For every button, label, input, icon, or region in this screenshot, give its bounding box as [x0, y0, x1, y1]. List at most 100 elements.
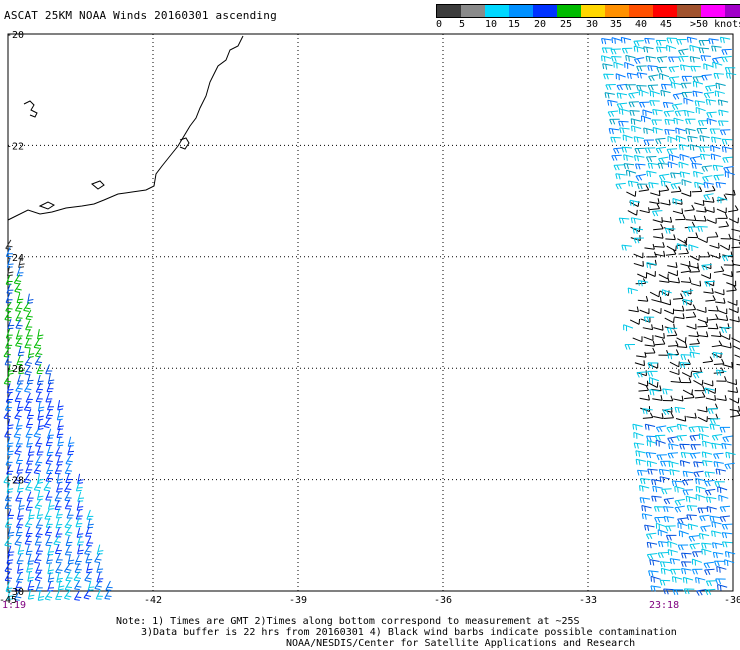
- wind-barb: [666, 44, 677, 52]
- wind-barb: [702, 440, 713, 448]
- legend-swatch: [629, 5, 653, 17]
- legend-swatch: [485, 5, 509, 17]
- wind-barb: [670, 377, 682, 383]
- wind-barb: [610, 48, 621, 55]
- longitude-label: -36: [434, 595, 452, 606]
- wind-barb: [16, 554, 24, 565]
- wind-barb: [650, 585, 661, 592]
- wind-barb: [721, 541, 733, 548]
- wind-barb: [697, 321, 708, 328]
- wind-barb: [659, 579, 671, 586]
- wind-barb: [694, 385, 706, 392]
- wind-barb: [65, 571, 73, 582]
- wind-barb: [696, 215, 707, 222]
- wind-barb: [673, 117, 684, 125]
- wind-barb: [652, 395, 663, 401]
- wind-barb: [648, 182, 659, 189]
- wind-barb: [6, 444, 14, 456]
- wind-barb: [701, 74, 712, 81]
- legend-label: >50 knots: [690, 19, 740, 30]
- wind-barb: [647, 362, 658, 369]
- wind-barb: [611, 154, 622, 161]
- wind-barb: [24, 338, 32, 349]
- wind-barb: [656, 56, 668, 63]
- wind-barb: [688, 331, 700, 338]
- wind-barb: [686, 36, 698, 44]
- wind-barb: [74, 579, 82, 591]
- wind-barb: [706, 506, 717, 513]
- wind-barb: [697, 225, 708, 232]
- wind-barb: [65, 454, 73, 465]
- wind-barb: [671, 480, 683, 487]
- wind-barb: [633, 237, 644, 244]
- wind-barb: [703, 193, 714, 201]
- wind-barb: [658, 468, 670, 476]
- wind-barb: [665, 249, 677, 256]
- wind-barb: [659, 290, 670, 297]
- wind-barb: [695, 485, 706, 493]
- latitude-label: -26: [6, 364, 24, 375]
- wind-barb: [15, 525, 23, 537]
- wind-barb: [654, 516, 665, 523]
- wind-barb: [13, 274, 22, 285]
- wind-barb: [663, 506, 674, 513]
- wind-barb: [34, 355, 43, 366]
- wind-barb: [674, 485, 685, 493]
- wind-barb: [689, 338, 700, 345]
- legend-swatch: [461, 5, 485, 17]
- wind-barb: [694, 181, 705, 189]
- wind-barb: [662, 101, 674, 109]
- wind-barb: [615, 173, 626, 180]
- wind-barb: [636, 351, 647, 358]
- wind-barb: [730, 235, 740, 242]
- wind-barb: [664, 227, 676, 234]
- wind-barb: [660, 83, 672, 90]
- wind-barb: [708, 305, 719, 312]
- wind-barb: [657, 552, 669, 559]
- wind-barb: [654, 338, 666, 346]
- wind-barb: [44, 590, 53, 601]
- wind-barb: [705, 98, 717, 106]
- wind-barb: [711, 136, 722, 143]
- wind-barb: [601, 37, 612, 45]
- wind-barb: [717, 99, 729, 106]
- wind-barb: [633, 45, 645, 53]
- wind-barb: [609, 118, 620, 125]
- wind-barb: [647, 370, 658, 377]
- wind-barb: [47, 499, 55, 510]
- footnote-line-3: NOAA/NESDIS/Center for Satellite Applica…: [286, 638, 636, 649]
- wind-barb: [699, 514, 710, 522]
- wind-barb: [726, 379, 738, 386]
- wind-barb: [646, 261, 657, 269]
- wind-barb: [638, 184, 650, 192]
- wind-barb: [675, 415, 687, 422]
- wind-barb: [63, 563, 72, 574]
- wind-barb: [3, 473, 11, 484]
- wind-barb: [725, 451, 736, 459]
- wind-barb: [638, 385, 649, 392]
- wind-barb: [680, 377, 692, 384]
- wind-barb: [635, 450, 646, 457]
- wind-barb: [636, 469, 648, 476]
- wind-barb: [660, 180, 672, 187]
- wind-barb: [659, 561, 671, 568]
- wind-barb: [646, 439, 657, 447]
- wind-barb: [643, 316, 655, 323]
- wind-barb: [680, 261, 691, 267]
- wind-barb: [3, 409, 12, 420]
- wind-barb: [692, 75, 703, 83]
- wind-barb: [15, 437, 23, 448]
- wind-barb: [76, 527, 84, 538]
- wind-barb: [15, 419, 23, 430]
- wind-barb: [649, 90, 660, 98]
- wind-barb: [24, 365, 32, 376]
- wind-barb: [672, 589, 683, 596]
- wind-barb: [682, 289, 694, 297]
- wind-barb: [36, 445, 44, 456]
- wind-barb: [697, 406, 708, 413]
- legend-label: 35: [610, 19, 623, 30]
- wind-barb: [618, 108, 630, 115]
- wind-barb: [680, 561, 692, 568]
- wind-barb: [25, 544, 33, 556]
- wind-barb: [57, 419, 64, 431]
